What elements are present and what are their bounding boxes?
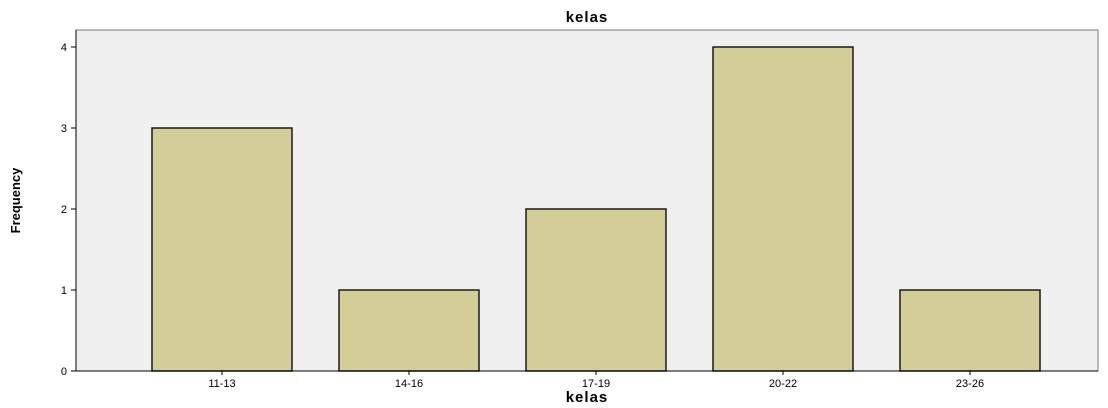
bar-11-13 [151,127,293,372]
y-tick-label: 4 [61,42,67,54]
y-axis-title: Frequency [8,167,23,234]
y-tick-label: 0 [61,366,67,378]
x-tick-label: 14-16 [395,378,423,390]
bar-23-26 [899,289,1041,372]
axes-group [75,30,1098,372]
y-tick-label: 3 [61,123,67,135]
chart-title: kelas [566,9,609,26]
y-tick-label: 2 [61,204,67,216]
x-tick-label: 11-13 [208,378,235,390]
x-tick-label: 17-19 [582,378,610,390]
ticks-group: 11-13 14-16 17-19 20-22 23-26 0 1 2 3 4 [61,42,984,390]
bar-17-19 [525,208,667,372]
bars-group [151,46,1041,372]
x-tick-label: 23-26 [956,378,984,390]
bar-20-22 [712,46,854,372]
x-axis-title: kelas [566,389,609,406]
x-tick-label: 20-22 [769,378,797,390]
y-tick-label: 1 [61,285,67,297]
bar-14-16 [338,289,480,372]
